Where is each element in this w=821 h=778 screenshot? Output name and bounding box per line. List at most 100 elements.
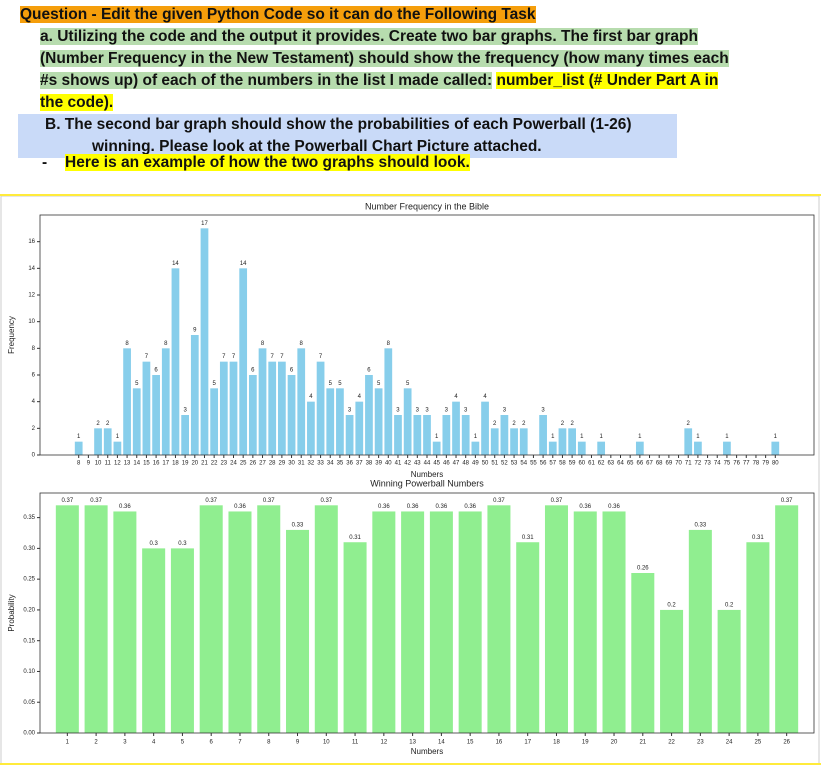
value-label: 7 <box>271 354 275 360</box>
bar <box>142 548 166 733</box>
value-label: 3 <box>503 408 507 414</box>
y-tick-label: 0 <box>32 453 36 459</box>
value-label: 0.37 <box>61 498 73 504</box>
bar <box>432 441 441 455</box>
value-label: 2 <box>512 421 516 427</box>
x-tick-label: 44 <box>424 461 431 467</box>
y-tick-label: 0.05 <box>23 700 35 706</box>
value-label: 0.2 <box>725 603 734 609</box>
value-label: 14 <box>172 261 179 267</box>
y-tick-label: 0.35 <box>23 515 35 521</box>
value-label: 0.37 <box>205 498 217 504</box>
x-tick-label: 10 <box>95 461 102 467</box>
value-label: 3 <box>416 408 420 414</box>
x-tick-label: 32 <box>308 461 315 467</box>
x-tick-label: 69 <box>666 461 673 467</box>
bar <box>268 361 277 455</box>
value-label: 0.37 <box>90 498 102 504</box>
x-tick-label: 14 <box>438 740 445 746</box>
value-label: 1 <box>474 434 478 440</box>
value-label: 3 <box>183 408 187 414</box>
x-tick-label: 24 <box>230 461 237 467</box>
bar <box>771 441 780 455</box>
bullet-marker: - <box>42 154 48 171</box>
y-tick-label: 10 <box>28 319 35 325</box>
value-label: 0.31 <box>752 535 764 541</box>
x-tick-label: 22 <box>211 461 218 467</box>
y-tick-label: 14 <box>28 266 35 272</box>
x-tick-label: 33 <box>317 461 324 467</box>
title-line: Question - Edit the given Python Code so… <box>20 4 536 26</box>
value-label: 0.36 <box>378 504 390 510</box>
bar <box>717 609 741 733</box>
value-label: 3 <box>445 408 449 414</box>
bar <box>355 401 364 455</box>
y-tick-label: 0.10 <box>23 669 35 675</box>
value-label: 7 <box>280 354 284 360</box>
bar <box>113 441 122 455</box>
bar <box>660 609 684 733</box>
x-tick-label: 10 <box>323 740 330 746</box>
bar <box>775 505 799 733</box>
bar <box>142 361 151 455</box>
x-tick-label: 48 <box>462 461 469 467</box>
bar <box>401 511 425 733</box>
value-label: 8 <box>164 341 168 347</box>
x-tick-label: 11 <box>352 740 359 746</box>
bar <box>487 505 511 733</box>
bar <box>132 388 141 455</box>
x-tick-label: 18 <box>172 461 179 467</box>
x-tick-label: 52 <box>501 461 508 467</box>
bar <box>181 415 189 455</box>
x-tick-label: 40 <box>385 461 392 467</box>
x-tick-label: 12 <box>380 740 387 746</box>
bar <box>297 348 306 455</box>
value-label: 1 <box>599 434 603 440</box>
x-tick-label: 14 <box>133 461 140 467</box>
x-tick-label: 26 <box>783 740 790 746</box>
bar <box>307 401 315 455</box>
x-tick-label: 25 <box>240 461 247 467</box>
bar <box>374 388 383 455</box>
bar <box>161 348 170 455</box>
x-tick-label: 79 <box>762 461 769 467</box>
x-tick-label: 26 <box>250 461 257 467</box>
bullet-text: Here is an example of how the two graphs… <box>65 154 470 171</box>
bar <box>84 505 108 733</box>
x-tick-label: 2 <box>94 740 98 746</box>
y-tick-label: 0.20 <box>23 608 35 614</box>
y-tick-label: 0.00 <box>23 731 35 737</box>
bullet-line: Here is an example of how the two graphs… <box>65 152 470 174</box>
x-tick-label: 38 <box>366 461 373 467</box>
bar <box>170 548 194 733</box>
bar <box>597 441 606 455</box>
x-tick-label: 31 <box>298 461 305 467</box>
value-label: 2 <box>687 421 691 427</box>
value-label: 4 <box>309 394 313 400</box>
x-tick-label: 42 <box>404 461 411 467</box>
x-tick-label: 18 <box>553 740 560 746</box>
x-tick-label: 15 <box>143 461 150 467</box>
value-label: 2 <box>522 421 526 427</box>
bar <box>74 441 83 455</box>
x-tick-label: 55 <box>530 461 537 467</box>
x-tick-label: 60 <box>578 461 585 467</box>
value-label: 0.36 <box>579 504 591 510</box>
y-tick-label: 0.25 <box>23 577 35 583</box>
value-label: 5 <box>135 381 139 387</box>
x-tick-label: 37 <box>356 461 363 467</box>
x-tick-label: 66 <box>637 461 644 467</box>
value-label: 14 <box>240 261 247 267</box>
x-tick-label: 46 <box>443 461 450 467</box>
y-tick-label: 12 <box>28 293 35 299</box>
value-label: 4 <box>454 394 458 400</box>
value-label: 0.26 <box>637 566 649 572</box>
x-tick-label: 12 <box>114 461 121 467</box>
value-label: 0.36 <box>234 504 246 510</box>
y-tick-label: 2 <box>32 426 36 432</box>
bar <box>190 335 199 455</box>
x-tick-label: 45 <box>433 461 440 467</box>
bar <box>568 428 576 455</box>
x-tick-label: 21 <box>201 461 208 467</box>
x-tick-label: 24 <box>726 740 733 746</box>
